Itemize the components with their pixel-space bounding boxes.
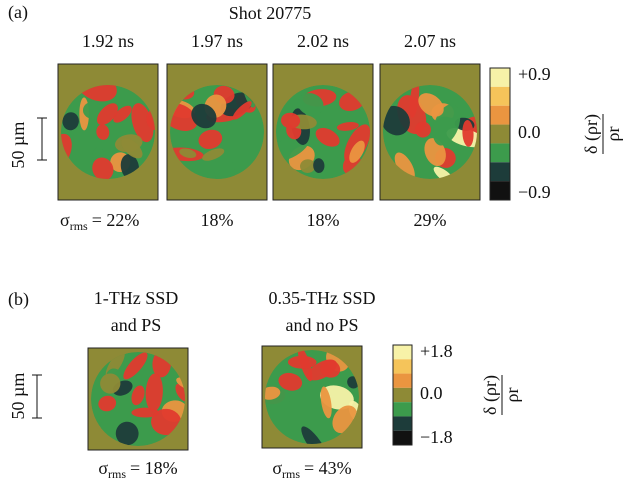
colorbar-step xyxy=(490,106,510,125)
sigma-sub: rms xyxy=(70,219,88,233)
sigma-value: = 43% xyxy=(304,458,352,478)
frame-time: 1.92 ns xyxy=(82,31,134,51)
panel-label: (b) xyxy=(8,289,29,310)
colorbar-label: δ (ρr)ρr xyxy=(581,114,623,154)
sigma-sub: rms xyxy=(108,467,126,481)
sigma-label: 29% xyxy=(414,210,447,230)
sigma-label: σrms = 18% xyxy=(98,458,177,481)
sigma-label: σrms = 22% xyxy=(60,210,139,233)
colorbar-tick: +1.8 xyxy=(420,341,453,361)
label-numerator: δ (ρr) xyxy=(581,114,602,154)
colorbar-tick: +0.9 xyxy=(518,64,551,84)
sigma-symbol: σ xyxy=(98,458,108,478)
sigma-value: = 22% xyxy=(92,210,140,230)
frame-title: and PS xyxy=(111,315,162,335)
sigma-value: 18% xyxy=(201,210,234,230)
frame-time: 1.97 ns xyxy=(191,31,243,51)
sigma-sub: rms xyxy=(282,467,300,481)
colorbar-step xyxy=(393,345,412,359)
frame-time: 2.07 ns xyxy=(404,31,456,51)
sigma-label: σrms = 43% xyxy=(272,458,351,481)
sigma-label: 18% xyxy=(307,210,340,230)
sigma-value: 18% xyxy=(307,210,340,230)
colorbar-step xyxy=(490,143,510,162)
frame-title: 0.35-THz SSD xyxy=(269,288,376,308)
colorbar-tick: −0.9 xyxy=(518,182,551,202)
colorbar-label: δ (ρr)ρr xyxy=(480,375,522,415)
colorbar-step xyxy=(490,162,510,181)
frame-title: and no PS xyxy=(285,315,358,335)
colorbar-step xyxy=(490,87,510,106)
colorbar-step xyxy=(393,359,412,373)
panel-title: Shot 20775 xyxy=(229,3,312,23)
colorbar-step xyxy=(393,388,412,402)
sigma-symbol: σ xyxy=(60,210,70,230)
frame-time: 2.02 ns xyxy=(297,31,349,51)
colorbar-tick: 0.0 xyxy=(420,383,443,403)
panel-label: (a) xyxy=(8,2,28,23)
colorbar-step xyxy=(393,416,412,430)
colorbar-step xyxy=(393,374,412,388)
scale-label: 50 µm xyxy=(8,373,28,420)
label-numerator: δ (ρr) xyxy=(480,375,501,415)
frame-title: 1-THz SSD xyxy=(94,288,179,308)
colorbar-step xyxy=(393,431,412,445)
colorbar-tick: 0.0 xyxy=(518,122,541,142)
scale-label: 50 µm xyxy=(8,122,28,169)
sigma-symbol: σ xyxy=(272,458,282,478)
colorbar-tick: −1.8 xyxy=(420,427,453,447)
label-denominator: ρr xyxy=(603,127,623,142)
colorbar-step xyxy=(490,125,510,144)
figure: (a) Shot 20775 (b) 1.92 nsσrms= 22%1.97 … xyxy=(0,0,639,485)
colorbar-step xyxy=(490,181,510,200)
label-denominator: ρr xyxy=(502,388,522,403)
sigma-label: 18% xyxy=(201,210,234,230)
colorbar-step xyxy=(490,68,510,87)
sigma-value: 29% xyxy=(414,210,447,230)
sigma-value: = 18% xyxy=(130,458,178,478)
colorbar-step xyxy=(393,402,412,416)
